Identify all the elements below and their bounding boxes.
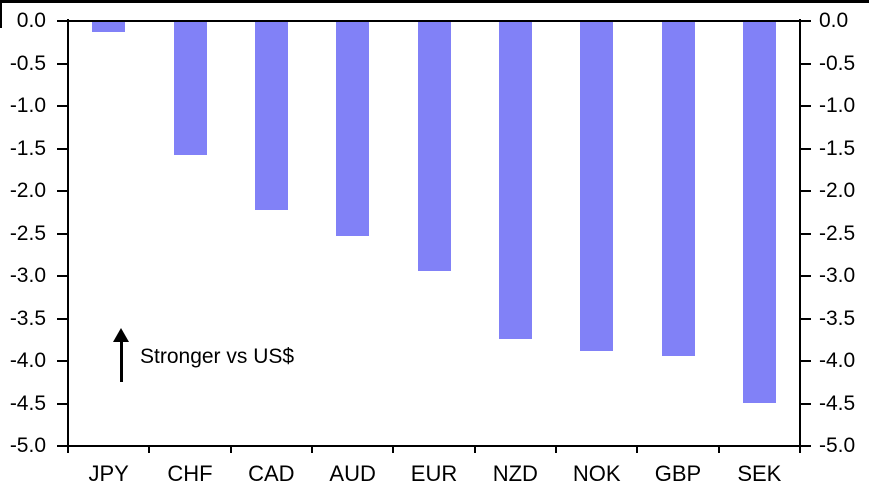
y-tick-label-left-2: -1.0 bbox=[9, 94, 46, 117]
x-label-chf: CHF bbox=[167, 461, 213, 486]
x-label-cad: CAD bbox=[248, 461, 295, 486]
y-tick-right-8 bbox=[800, 360, 811, 362]
y-tick-right-0 bbox=[800, 20, 811, 22]
bar-cad bbox=[254, 22, 288, 210]
bar-eur bbox=[417, 22, 451, 272]
x-label-aud: AUD bbox=[329, 461, 376, 486]
bar-gbp bbox=[661, 22, 695, 357]
x-tick-8 bbox=[717, 447, 720, 453]
y-tick-label-left-10: -5.0 bbox=[9, 434, 46, 457]
y-tick-right-3 bbox=[800, 147, 811, 150]
x-tick-3 bbox=[311, 447, 313, 453]
y-tick-left-7 bbox=[57, 317, 68, 320]
y-tick-label-left-1: -0.5 bbox=[9, 51, 46, 75]
y-tick-left-2 bbox=[57, 105, 68, 107]
x-tick-6 bbox=[555, 447, 557, 453]
y-tick-label-right-1: -0.5 bbox=[819, 51, 856, 75]
annotation-text: Stronger vs US$ bbox=[140, 345, 295, 368]
bar-nok bbox=[580, 22, 614, 351]
y-tick-label-left-5: -2.5 bbox=[9, 221, 46, 245]
y-tick-right-5 bbox=[800, 232, 811, 235]
x-tick-4 bbox=[392, 447, 395, 453]
x-label-gbp: GBP bbox=[654, 461, 702, 486]
y-tick-label-right-7: -3.5 bbox=[819, 306, 856, 330]
y-tick-right-6 bbox=[800, 275, 811, 277]
bar-nzd bbox=[498, 22, 532, 340]
y-tick-label-right-3: -1.5 bbox=[819, 136, 856, 160]
x-tick-7 bbox=[636, 447, 639, 453]
chart-left-border-remnant bbox=[0, 0, 2, 28]
y-tick-left-4 bbox=[57, 190, 68, 192]
y-axis-left bbox=[67, 19, 69, 452]
x-label-jpy: JPY bbox=[88, 461, 129, 486]
x-tick-1 bbox=[148, 447, 151, 453]
x-label-sek: SEK bbox=[737, 461, 782, 486]
y-tick-label-left-4: -2.0 bbox=[9, 179, 46, 202]
x-label-eur: EUR bbox=[410, 461, 458, 486]
y-tick-left-9 bbox=[57, 402, 68, 405]
zero-baseline bbox=[67, 20, 801, 22]
y-tick-label-right-8: -4.0 bbox=[819, 349, 856, 372]
y-tick-left-0 bbox=[57, 20, 68, 22]
y-tick-left-1 bbox=[57, 62, 68, 65]
y-tick-right-1 bbox=[800, 62, 811, 65]
y-tick-label-right-0: 0.0 bbox=[819, 9, 849, 32]
y-tick-left-3 bbox=[57, 147, 68, 150]
y-tick-label-right-5: -2.5 bbox=[819, 221, 856, 245]
y-tick-label-left-7: -3.5 bbox=[9, 306, 46, 330]
bar-jpy bbox=[92, 22, 126, 33]
y-tick-label-right-9: -4.5 bbox=[819, 391, 856, 415]
y-tick-left-6 bbox=[57, 275, 68, 277]
y-tick-label-right-2: -1.0 bbox=[819, 94, 856, 117]
y-tick-label-right-6: -3.0 bbox=[819, 264, 856, 287]
y-tick-label-left-6: -3.0 bbox=[9, 264, 46, 287]
y-tick-right-7 bbox=[800, 317, 811, 320]
bar-aud bbox=[336, 22, 370, 237]
y-tick-left-10 bbox=[57, 445, 68, 447]
arrow-head bbox=[113, 328, 129, 342]
y-axis-right bbox=[799, 19, 801, 452]
y-tick-label-left-3: -1.5 bbox=[9, 136, 46, 160]
x-tick-0 bbox=[67, 447, 69, 453]
y-tick-label-left-8: -4.0 bbox=[9, 349, 46, 372]
y-tick-right-9 bbox=[800, 402, 811, 405]
chart-top-border bbox=[0, 0, 869, 3]
x-label-nzd: NZD bbox=[492, 461, 538, 486]
y-tick-label-left-9: -4.5 bbox=[9, 391, 46, 415]
y-tick-right-10 bbox=[800, 445, 811, 447]
y-tick-label-left-0: 0.0 bbox=[16, 9, 46, 32]
y-tick-label-right-10: -5.0 bbox=[819, 434, 856, 457]
bar-chf bbox=[173, 22, 207, 155]
x-tick-5 bbox=[473, 447, 476, 453]
y-tick-left-8 bbox=[57, 360, 68, 362]
y-tick-label-right-4: -2.0 bbox=[819, 179, 856, 202]
y-tick-right-2 bbox=[800, 105, 811, 107]
y-tick-left-5 bbox=[57, 232, 68, 235]
x-tick-2 bbox=[229, 447, 232, 453]
arrow-stem bbox=[119, 340, 123, 382]
y-tick-right-4 bbox=[800, 190, 811, 192]
x-tick-9 bbox=[799, 447, 801, 453]
x-axis bbox=[67, 445, 801, 447]
x-label-nok: NOK bbox=[572, 461, 621, 486]
bar-sek bbox=[742, 22, 776, 403]
